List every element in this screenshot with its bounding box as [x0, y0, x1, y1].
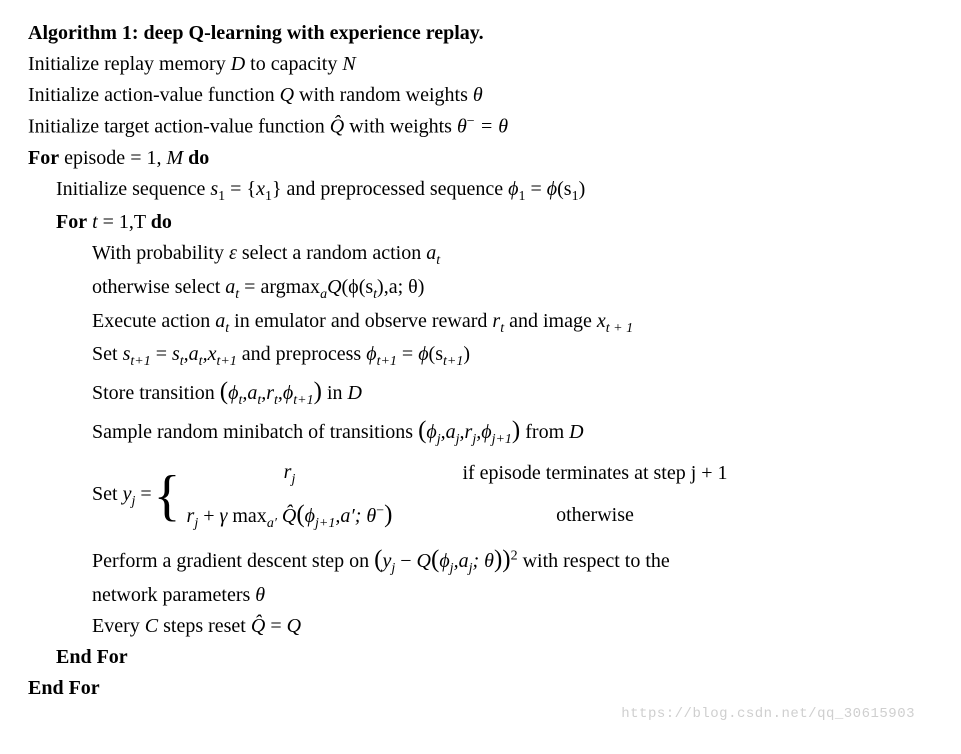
algorithm-box: Algorithm 1: deep Q-learning with experi…: [28, 18, 933, 736]
title-text: Algorithm 1: deep Q-learning with experi…: [28, 22, 484, 44]
sample-minibatch: Sample random minibatch of transitions (…: [28, 412, 933, 451]
case-terminal-value: rj: [187, 457, 393, 491]
set-yj-piecewise: Set yj = { rj if episode terminates at s…: [28, 457, 933, 535]
for-episode: For episode = 1, M do: [28, 143, 933, 174]
set-state: Set st+1 = st,at,xt+1 and preprocess ϕt+…: [28, 339, 933, 373]
case-nonterminal-condition: otherwise: [462, 500, 727, 531]
left-brace-icon: {: [154, 468, 181, 524]
end-for-inner: End For: [28, 642, 933, 673]
gradient-step-line2: network parameters θ: [28, 580, 933, 611]
execute-action: Execute action at in emulator and observ…: [28, 306, 933, 340]
gradient-step-line1: Perform a gradient descent step on (yj −…: [28, 541, 933, 580]
algorithm-title: Algorithm 1: deep Q-learning with experi…: [28, 18, 933, 49]
store-transition: Store transition (ϕt,at,rt,ϕt+1) in D: [28, 373, 933, 412]
init-target-q: Initialize target action-value function …: [28, 111, 933, 143]
argmax-select: otherwise select at = argmaxaQ(ϕ(st),a; …: [28, 272, 933, 306]
case-terminal-condition: if episode terminates at step j + 1: [462, 458, 727, 489]
watermark-url: https://blog.csdn.net/qq_30615903: [621, 704, 915, 726]
reset-target: Every C steps reset Q̂ = Q: [28, 611, 933, 642]
for-t: For t = 1,T do: [28, 207, 933, 238]
init-replay-memory: Initialize replay memory D to capacity N: [28, 49, 933, 80]
case-nonterminal-value: rj + γ maxa′ Q̂(ϕj+1,a′; θ−): [187, 496, 393, 535]
init-sequence: Initialize sequence s1 = {x1} and prepro…: [28, 174, 933, 208]
init-q-function: Initialize action-value function Q with …: [28, 80, 933, 111]
end-for-outer: End For: [28, 673, 933, 704]
epsilon-select: With probability ε select a random actio…: [28, 238, 933, 272]
